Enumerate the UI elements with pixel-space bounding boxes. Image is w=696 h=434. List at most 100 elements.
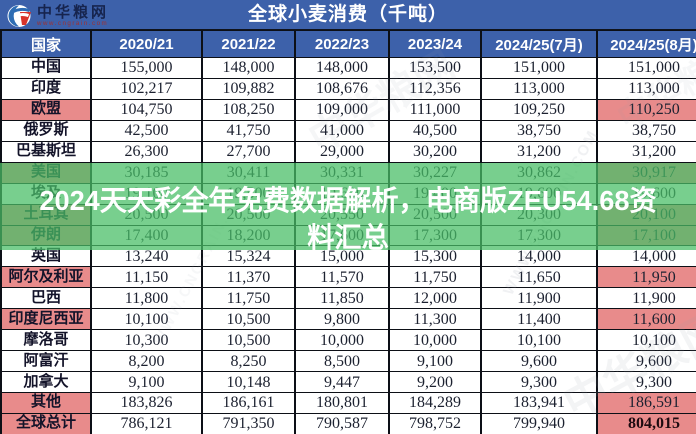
value-cell: 41,750 xyxy=(201,119,296,142)
column-header: 2024/25(8月) xyxy=(596,30,696,58)
value-cell: 791,350 xyxy=(201,412,296,434)
value-cell: 27,700 xyxy=(201,140,296,163)
value-cell: 108,676 xyxy=(294,77,390,100)
column-header: 2023/24 xyxy=(388,30,482,58)
value-cell: 10,148 xyxy=(201,371,296,393)
column-header: 2020/21 xyxy=(90,30,203,58)
country-cell: 巴基斯坦 xyxy=(0,140,92,163)
value-cell: 113,000 xyxy=(480,77,598,100)
value-cell: 790,587 xyxy=(294,412,390,434)
column-header: 2021/22 xyxy=(201,30,296,58)
value-cell: 110,250 xyxy=(596,98,696,121)
value-cell: 40,500 xyxy=(388,119,482,142)
table-row: 欧盟 104,750 108,250 109,000 111,000 109,250 110… xyxy=(0,98,696,121)
value-cell: 11,750 xyxy=(388,266,482,289)
value-cell: 9,100 xyxy=(388,350,482,373)
value-cell: 11,900 xyxy=(480,287,598,310)
table-row: 阿尔及利亚 11,150 11,370 11,570 11,750 11,650 11,95… xyxy=(0,266,696,289)
value-cell: 10,100 xyxy=(480,329,598,352)
value-cell: 11,150 xyxy=(90,266,203,289)
value-cell: 38,750 xyxy=(480,119,598,142)
value-cell: 11,370 xyxy=(201,266,296,289)
page-title: 全球小麦消费（千吨） xyxy=(247,4,448,25)
value-cell: 11,650 xyxy=(480,266,598,289)
country-cell: 其他 xyxy=(0,392,92,414)
promo-banner-line1: 2024天天彩全年免费数据解析，电商版ZEU54.68资 xyxy=(39,185,657,216)
value-cell: 798,752 xyxy=(388,412,482,434)
column-header: 2024/25(7月) xyxy=(480,30,598,58)
value-cell: 9,447 xyxy=(294,371,390,393)
country-cell: 印度尼西亚 xyxy=(0,308,92,331)
column-header: 国家 xyxy=(0,30,92,58)
table-row: 加拿大 9,100 10,148 9,447 9,200 9,300 9,300 xyxy=(0,371,696,393)
value-cell: 804,015 xyxy=(596,412,696,434)
promo-banner-overlay xyxy=(0,163,696,250)
promo-banner-line2: 料汇总 xyxy=(307,222,389,253)
value-cell: 9,600 xyxy=(480,350,598,373)
country-cell: 全球总计 xyxy=(0,412,92,434)
table-row: 中国 155,000 148,000 148,000 153,500 151,000 151… xyxy=(0,57,696,79)
table-row: 印度 102,217 109,882 108,676 112,356 113,000 113… xyxy=(0,77,696,100)
value-cell: 183,826 xyxy=(90,392,203,414)
value-cell: 42,500 xyxy=(90,119,203,142)
value-cell: 109,250 xyxy=(480,98,598,121)
value-cell: 186,591 xyxy=(596,392,696,414)
value-cell: 9,300 xyxy=(596,371,696,393)
value-cell: 11,400 xyxy=(480,308,598,331)
country-cell: 巴西 xyxy=(0,287,92,310)
table-row: 全球总计 786,121 791,350 790,587 798,752 799,940 8… xyxy=(0,412,696,434)
value-cell: 10,000 xyxy=(294,329,390,352)
table-row: 其他 183,826 186,161 180,801 184,289 183,941 186… xyxy=(0,392,696,414)
table-row: 阿富汗 8,200 8,250 8,500 9,100 9,600 9,600 xyxy=(0,350,696,373)
value-cell: 11,900 xyxy=(596,287,696,310)
value-cell: 10,100 xyxy=(90,308,203,331)
value-cell: 151,000 xyxy=(596,57,696,79)
value-cell: 109,882 xyxy=(201,77,296,100)
country-cell: 欧盟 xyxy=(0,98,92,121)
value-cell: 183,941 xyxy=(480,392,598,414)
value-cell: 26,300 xyxy=(90,140,203,163)
value-cell: 11,850 xyxy=(294,287,390,310)
country-cell: 加拿大 xyxy=(0,371,92,393)
table-row: 巴西 11,800 11,750 11,850 12,000 11,900 11,900 xyxy=(0,287,696,310)
value-cell: 180,801 xyxy=(294,392,390,414)
value-cell: 12,000 xyxy=(388,287,482,310)
value-cell: 10,000 xyxy=(388,329,482,352)
table-row: 印度尼西亚 10,100 10,500 9,800 11,300 11,400 11,600 xyxy=(0,308,696,331)
value-cell: 155,000 xyxy=(90,57,203,79)
value-cell: 102,217 xyxy=(90,77,203,100)
value-cell: 148,000 xyxy=(201,57,296,79)
value-cell: 10,100 xyxy=(596,329,696,352)
value-cell: 113,000 xyxy=(596,77,696,100)
value-cell: 38,750 xyxy=(596,119,696,142)
value-cell: 14,000 xyxy=(596,245,696,268)
value-cell: 111,000 xyxy=(388,98,482,121)
value-cell: 786,121 xyxy=(90,412,203,434)
value-cell: 9,300 xyxy=(480,371,598,393)
table-row: 摩洛哥 10,300 10,500 10,000 10,000 10,100 10,100 xyxy=(0,329,696,352)
value-cell: 10,500 xyxy=(201,308,296,331)
value-cell: 109,000 xyxy=(294,98,390,121)
value-cell: 11,600 xyxy=(596,308,696,331)
value-cell: 799,940 xyxy=(480,412,598,434)
value-cell: 112,356 xyxy=(388,77,482,100)
value-cell: 9,200 xyxy=(388,371,482,393)
value-cell: 8,200 xyxy=(90,350,203,373)
logo-name: 中华粮网 xyxy=(37,3,110,21)
site-logo: 中华粮网 www.cngrain.com xyxy=(7,2,112,29)
column-header: 2022/23 xyxy=(294,30,390,58)
value-cell: 31,200 xyxy=(480,140,598,163)
country-cell: 中国 xyxy=(0,57,92,79)
value-cell: 104,750 xyxy=(90,98,203,121)
value-cell: 9,100 xyxy=(90,371,203,393)
country-cell: 印度 xyxy=(0,77,92,100)
table-row: 俄罗斯 42,500 41,750 41,000 40,500 38,750 38,750 xyxy=(0,119,696,142)
value-cell: 184,289 xyxy=(388,392,482,414)
value-cell: 11,300 xyxy=(388,308,482,331)
value-cell: 8,250 xyxy=(201,350,296,373)
value-cell: 41,000 xyxy=(294,119,390,142)
value-cell: 151,000 xyxy=(480,57,598,79)
value-cell: 11,950 xyxy=(596,266,696,289)
title-bar: 全球小麦消费（千吨） 中华粮网 www.cngrain.com xyxy=(0,0,696,30)
